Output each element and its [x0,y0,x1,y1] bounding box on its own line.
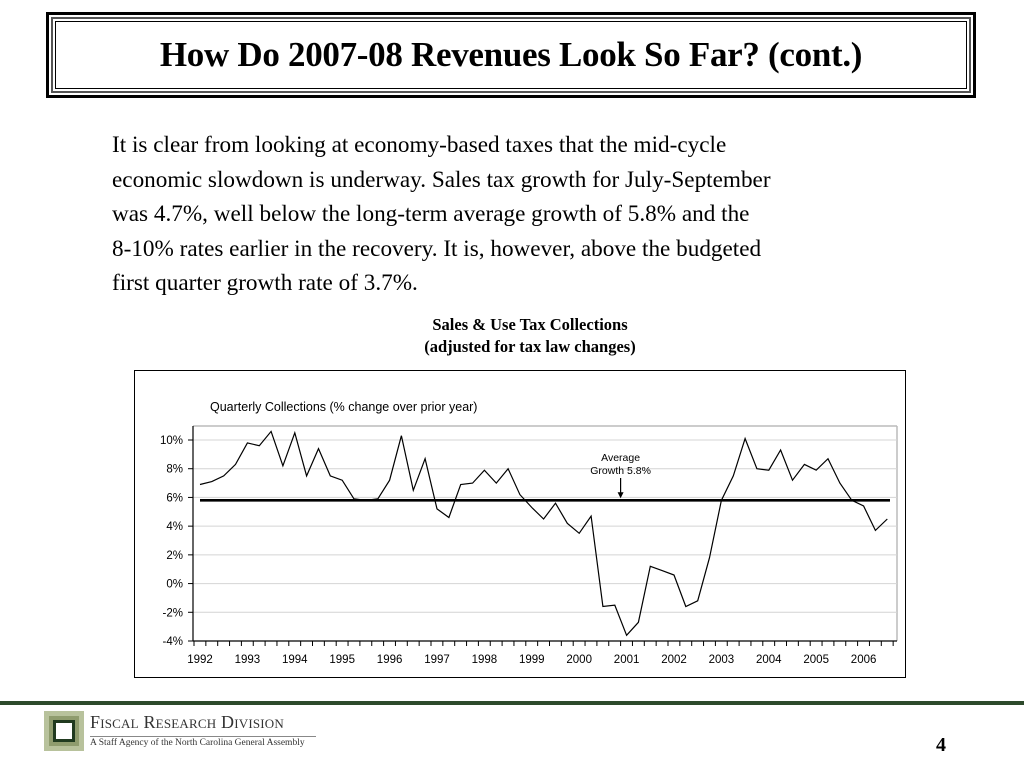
fiscal-research-logo-icon [44,711,84,751]
y-tick-label: -4% [163,636,183,648]
x-tick-label: 1997 [424,654,450,666]
y-tick-label: 8% [166,464,183,476]
y-tick-label: 10% [160,435,183,447]
x-tick-label: 1994 [282,654,308,666]
chart-heading: Sales & Use Tax Collections (adjusted fo… [330,314,730,358]
line-chart: Quarterly Collections (% change over pri… [160,400,898,666]
chart-title: Quarterly Collections (% change over pri… [210,400,477,414]
paragraph-line: was 4.7%, well below the long-term avera… [112,201,750,227]
series-layer [199,430,888,637]
annotation-arrow-head-icon [617,492,624,499]
x-tick-label: 1995 [329,654,355,666]
x-tick-label: 1998 [472,654,498,666]
chart-heading-line2: (adjusted for tax law changes) [424,337,636,356]
annotation-label-line1: Average [601,452,640,464]
y-tick-label: -2% [163,607,183,619]
x-tick-label: 1999 [519,654,545,666]
x-tick-label: 2002 [661,654,687,666]
x-tick-label: 1993 [235,654,261,666]
annotation-layer: Average Growth 5.8% [590,452,651,499]
x-tick-label: 2004 [756,654,782,666]
footer-divider [0,701,1024,705]
paragraph-line: economic slowdown is underway. Sales tax… [112,166,771,193]
x-tick-label: 2006 [851,654,877,666]
series-line [199,430,888,637]
body-paragraph: It is clear from looking at economy-base… [112,128,952,301]
page-number: 4 [936,734,946,756]
paragraph-line: It is clear from looking at economy-base… [112,132,727,158]
chart-container: Quarterly Collections (% change over pri… [134,370,906,678]
paragraph-line: first quarter growth rate of 3.7%. [112,270,418,296]
y-tick-label: 0% [166,579,183,591]
org-subtitle: A Staff Agency of the North Carolina Gen… [90,736,316,748]
axis-layer: -4% -2% 0% 2% 4% 6% 8% 10% 1992 1993 1994 1995 1996 1… [160,426,897,666]
y-tick-label: 2% [166,550,183,562]
x-tick-label: 2000 [566,654,592,666]
y-tick-label: 4% [166,521,183,533]
x-tick-label: 2001 [614,654,640,666]
grid-layer [193,425,898,641]
org-name: Fiscal Research Division [90,712,284,732]
paragraph-line: 8-10% rates earlier in the recovery. It … [112,235,762,262]
annotation-label-line2: Growth 5.8% [590,465,651,477]
chart-heading-line1: Sales & Use Tax Collections [432,315,628,334]
x-tick-label: 2005 [803,654,829,666]
x-tick-label: 1996 [377,654,403,666]
x-tick-label: 2003 [709,654,735,666]
y-tick-label: 6% [166,492,183,504]
slide-title: How Do 2007-08 Revenues Look So Far? (co… [159,35,863,74]
title-frame: How Do 2007-08 Revenues Look So Far? (co… [46,12,976,98]
x-tick-label: 1992 [187,654,213,666]
